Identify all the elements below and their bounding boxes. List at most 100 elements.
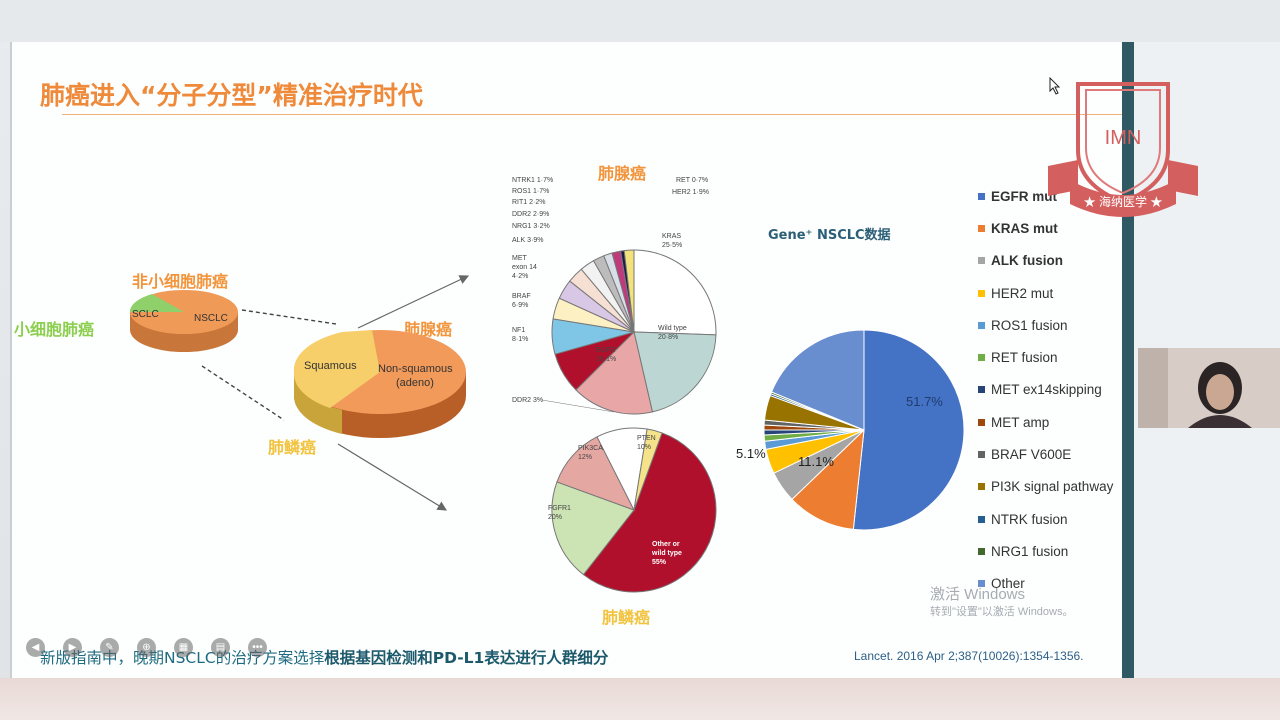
gene-legend: EGFR mut KRAS mut ALK fusion HER2 mut ROS1 f… [978, 180, 1134, 600]
next-slide-button[interactable]: ▶ [63, 638, 82, 657]
slide-title: 肺癌进入“分子分型”精准治疗时代 [40, 81, 423, 110]
gene-pie-labels: 51.7% 11.1% 5.1% [736, 394, 943, 469]
legend-item: EGFR mut [978, 180, 1134, 212]
nsclc-small-pie: SCLC NSCLC [129, 290, 238, 352]
legend-swatch [978, 483, 985, 491]
adeno-pie-labels: KRAS 25·5% Wild type 20·8% EGFR 16·1% NF… [512, 177, 709, 363]
squamous-pie [551, 427, 717, 593]
pie-slice-other-or-wild-type [582, 432, 717, 593]
legend-item: PI3K signal pathway [978, 471, 1134, 503]
svg-text:EGFR: EGFR [596, 347, 615, 354]
legend-item: Other [978, 568, 1134, 600]
legend-item: HER2 mut [978, 277, 1134, 309]
adeno-pie-label: (adeno) [396, 377, 434, 389]
legend-label: MET ex14skipping [991, 382, 1102, 398]
legend-item: ROS1 fusion [978, 309, 1134, 341]
legend-swatch [978, 257, 985, 265]
dash-connector-1 [241, 309, 337, 325]
legend-label: BRAF V600E [991, 447, 1072, 463]
svg-text:25·5%: 25·5% [662, 242, 682, 249]
svg-text:FGFR1: FGFR1 [548, 505, 571, 512]
adeno-label-top: 肺腺癌 [598, 164, 647, 183]
svg-text:12%: 12% [578, 454, 592, 461]
svg-text:55%: 55% [652, 559, 667, 566]
pie-slice-fgfr1 [551, 481, 635, 576]
pen-icon[interactable]: ✎ [100, 638, 119, 657]
sclc-pie-label: SCLC [132, 309, 159, 320]
nsclc-label: 非小细胞肺癌 [132, 272, 229, 291]
pie-slice-egfr-mut [852, 329, 965, 531]
legend-label: ROS1 fusion [991, 317, 1068, 333]
legend-item: MET amp [978, 406, 1134, 438]
svg-text:RET 0·7%: RET 0·7% [676, 177, 708, 184]
svg-text:PIK3CA: PIK3CA [578, 445, 603, 452]
title-underline [62, 114, 1122, 115]
legend-label: EGFR mut [991, 188, 1057, 204]
svg-text:HER2 1·9%: HER2 1·9% [672, 189, 709, 196]
legend-swatch [978, 224, 985, 232]
svg-text:10%: 10% [637, 444, 651, 451]
legend-item: NTRK fusion [978, 503, 1134, 535]
pie-slice-ddr2 [633, 428, 663, 511]
squamous-label-bottom: 肺鳞癌 [602, 608, 651, 627]
legend-label: KRAS mut [991, 220, 1058, 236]
egfr-pct: 51.7% [906, 394, 943, 409]
legend-item: NRG1 fusion [978, 535, 1134, 567]
legend-swatch [978, 386, 985, 394]
bottom-strip [0, 678, 1280, 720]
nonsquamous-pie-label: Non-squamous [378, 363, 453, 375]
legend-swatch [978, 418, 985, 426]
svg-text:★ 海纳医学 ★: ★ 海纳医学 ★ [1084, 194, 1163, 209]
top-strip [0, 0, 1280, 42]
webcam-video [1138, 348, 1280, 428]
diagram-svg: SCLC NSCLC Squamous Non-squamous (adeno)… [129, 177, 965, 593]
legend-label: NTRK fusion [991, 511, 1068, 527]
grid-icon[interactable]: ▦ [174, 638, 193, 657]
slideshow-controls: ◀ ▶ ✎ ⊕ ▦ ▤ ••• [26, 638, 267, 657]
footer-bold: 根据基因检测和PD-L1表达进行人群细分 [324, 649, 609, 667]
legend-item: BRAF V600E [978, 438, 1134, 470]
svg-text:Other or: Other or [652, 541, 680, 548]
legend-swatch [978, 451, 985, 459]
legend-swatch [978, 580, 985, 588]
activation-watermark-subtitle: 转到"设置"以激活 Windows。 [930, 606, 1074, 618]
legend-label: Other [991, 576, 1025, 592]
svg-text:DDR2 3%: DDR2 3% [512, 397, 543, 404]
squamous-pie-label: Squamous [304, 360, 357, 372]
pie-slice-other [770, 329, 865, 431]
legend-label: PI3K signal pathway [991, 479, 1114, 495]
legend-swatch [978, 192, 985, 200]
arrow-to-adeno [357, 275, 470, 329]
imn-logo: IMN ★ 海纳医学 ★ [1048, 82, 1198, 217]
subtitle-icon[interactable]: ▤ [211, 638, 230, 657]
legend-swatch [978, 289, 985, 297]
svg-text:DDR2 2·9%: DDR2 2·9% [512, 211, 549, 218]
alk-pct: 5.1% [736, 446, 766, 461]
legend-swatch [978, 547, 985, 555]
kras-pct: 11.1% [798, 454, 834, 469]
legend-item: KRAS mut [978, 212, 1134, 244]
svg-text:NRG1 3·2%: NRG1 3·2% [512, 223, 550, 230]
svg-text:Wild type: Wild type [658, 325, 687, 332]
pie-slice-her2 [623, 249, 635, 333]
svg-text:NF1: NF1 [512, 327, 525, 334]
zoom-icon[interactable]: ⊕ [137, 638, 156, 657]
lung-cancer-mid-pie: Squamous Non-squamous (adeno) [293, 330, 466, 438]
citation: Lancet. 2016 Apr 2;387(10026):1354-1356. [854, 649, 1084, 663]
svg-text:8·1%: 8·1% [512, 336, 528, 343]
svg-text:ROS1 1·7%: ROS1 1·7% [512, 188, 549, 195]
more-icon[interactable]: ••• [248, 638, 267, 657]
svg-text:exon 14: exon 14 [512, 264, 537, 271]
pie-slice-pik3ca [556, 436, 636, 511]
sclc-label: 小细胞肺癌 [14, 320, 95, 339]
prev-slide-button[interactable]: ◀ [26, 638, 45, 657]
dash-connector-2 [201, 365, 285, 421]
legend-label: ALK fusion [991, 253, 1063, 269]
svg-text:BRAF: BRAF [512, 293, 531, 300]
gene-pie [763, 329, 965, 531]
svg-text:IMN: IMN [1105, 127, 1142, 149]
pie-slice-egfr [575, 331, 654, 415]
arrow-to-squamous [337, 443, 448, 511]
legend-item: ALK fusion [978, 245, 1134, 277]
adeno-pie [551, 249, 717, 415]
